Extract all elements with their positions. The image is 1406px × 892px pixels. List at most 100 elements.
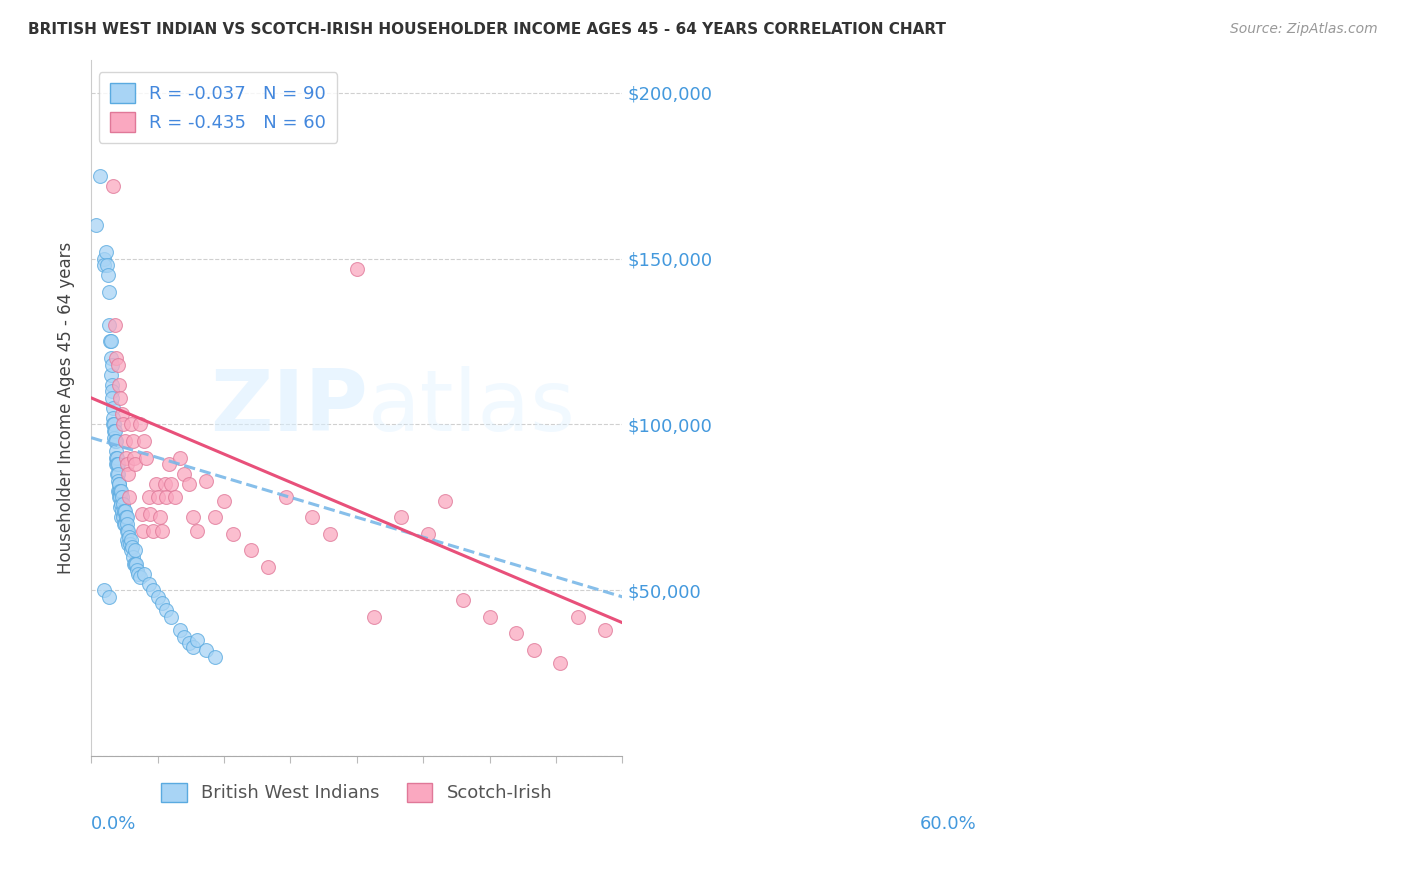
Point xyxy=(186,524,208,538)
Point xyxy=(346,261,368,276)
Point xyxy=(112,497,135,511)
Point xyxy=(274,491,297,505)
Point xyxy=(150,597,173,611)
Point xyxy=(212,493,235,508)
Point xyxy=(110,500,132,515)
Point xyxy=(122,450,145,465)
Text: ZIP: ZIP xyxy=(209,367,367,450)
Point xyxy=(117,537,139,551)
Point xyxy=(111,408,134,422)
Point xyxy=(97,318,120,332)
Point xyxy=(169,450,191,465)
Point xyxy=(105,457,128,471)
Point xyxy=(593,623,616,637)
Point xyxy=(96,244,118,259)
Point xyxy=(124,543,146,558)
Point xyxy=(104,424,127,438)
Point xyxy=(112,516,135,531)
Point xyxy=(131,507,153,521)
Point xyxy=(110,491,132,505)
Point xyxy=(363,609,385,624)
Point xyxy=(103,417,125,432)
Legend: British West Indians, Scotch-Irish: British West Indians, Scotch-Irish xyxy=(155,775,560,810)
Point xyxy=(107,477,129,491)
Point xyxy=(110,391,132,405)
Point xyxy=(451,593,474,607)
Point xyxy=(115,524,138,538)
Point xyxy=(567,609,589,624)
Point xyxy=(98,334,121,349)
Point xyxy=(104,457,127,471)
Point xyxy=(107,358,129,372)
Point xyxy=(150,524,173,538)
Point xyxy=(173,467,195,482)
Point xyxy=(107,457,129,471)
Point xyxy=(204,649,226,664)
Point xyxy=(114,450,136,465)
Point xyxy=(104,434,127,448)
Point xyxy=(135,450,157,465)
Point xyxy=(103,410,125,425)
Point xyxy=(114,516,136,531)
Point xyxy=(111,503,134,517)
Point xyxy=(160,477,183,491)
Text: BRITISH WEST INDIAN VS SCOTCH-IRISH HOUSEHOLDER INCOME AGES 45 - 64 YEARS CORREL: BRITISH WEST INDIAN VS SCOTCH-IRISH HOUS… xyxy=(28,22,946,37)
Point xyxy=(153,477,176,491)
Point xyxy=(108,477,131,491)
Point xyxy=(117,467,139,482)
Point xyxy=(434,493,457,508)
Point xyxy=(186,632,208,647)
Point xyxy=(104,434,127,448)
Point xyxy=(160,609,183,624)
Point xyxy=(195,643,218,657)
Text: atlas: atlas xyxy=(367,367,575,450)
Point xyxy=(122,557,145,571)
Point xyxy=(115,533,138,548)
Point xyxy=(100,334,122,349)
Point xyxy=(107,483,129,498)
Point xyxy=(107,474,129,488)
Point xyxy=(134,434,156,448)
Point xyxy=(523,643,546,657)
Point xyxy=(139,507,162,521)
Point xyxy=(131,524,153,538)
Point xyxy=(142,583,165,598)
Point xyxy=(89,169,111,183)
Point xyxy=(127,566,149,581)
Point xyxy=(104,444,127,458)
Point xyxy=(111,491,134,505)
Text: 0.0%: 0.0% xyxy=(91,815,136,833)
Point xyxy=(319,526,342,541)
Point xyxy=(125,557,148,571)
Point xyxy=(100,351,122,365)
Point xyxy=(93,252,115,266)
Point xyxy=(101,391,124,405)
Point xyxy=(114,434,136,448)
Point xyxy=(120,537,142,551)
Point xyxy=(138,491,160,505)
Point xyxy=(114,510,136,524)
Point xyxy=(107,467,129,482)
Point xyxy=(110,483,132,498)
Point xyxy=(121,549,143,564)
Point xyxy=(93,583,115,598)
Point xyxy=(177,636,200,650)
Point xyxy=(103,417,125,432)
Point xyxy=(105,450,128,465)
Point xyxy=(301,510,323,524)
Text: 60.0%: 60.0% xyxy=(920,815,977,833)
Point xyxy=(257,560,280,574)
Point xyxy=(550,656,572,670)
Point xyxy=(124,557,146,571)
Point xyxy=(103,431,125,445)
Point xyxy=(146,491,169,505)
Point xyxy=(239,543,262,558)
Point xyxy=(100,368,122,382)
Point xyxy=(97,285,120,299)
Point xyxy=(155,603,177,617)
Point xyxy=(105,467,128,482)
Point xyxy=(120,543,142,558)
Point xyxy=(118,530,141,544)
Point xyxy=(120,417,142,432)
Point xyxy=(165,491,187,505)
